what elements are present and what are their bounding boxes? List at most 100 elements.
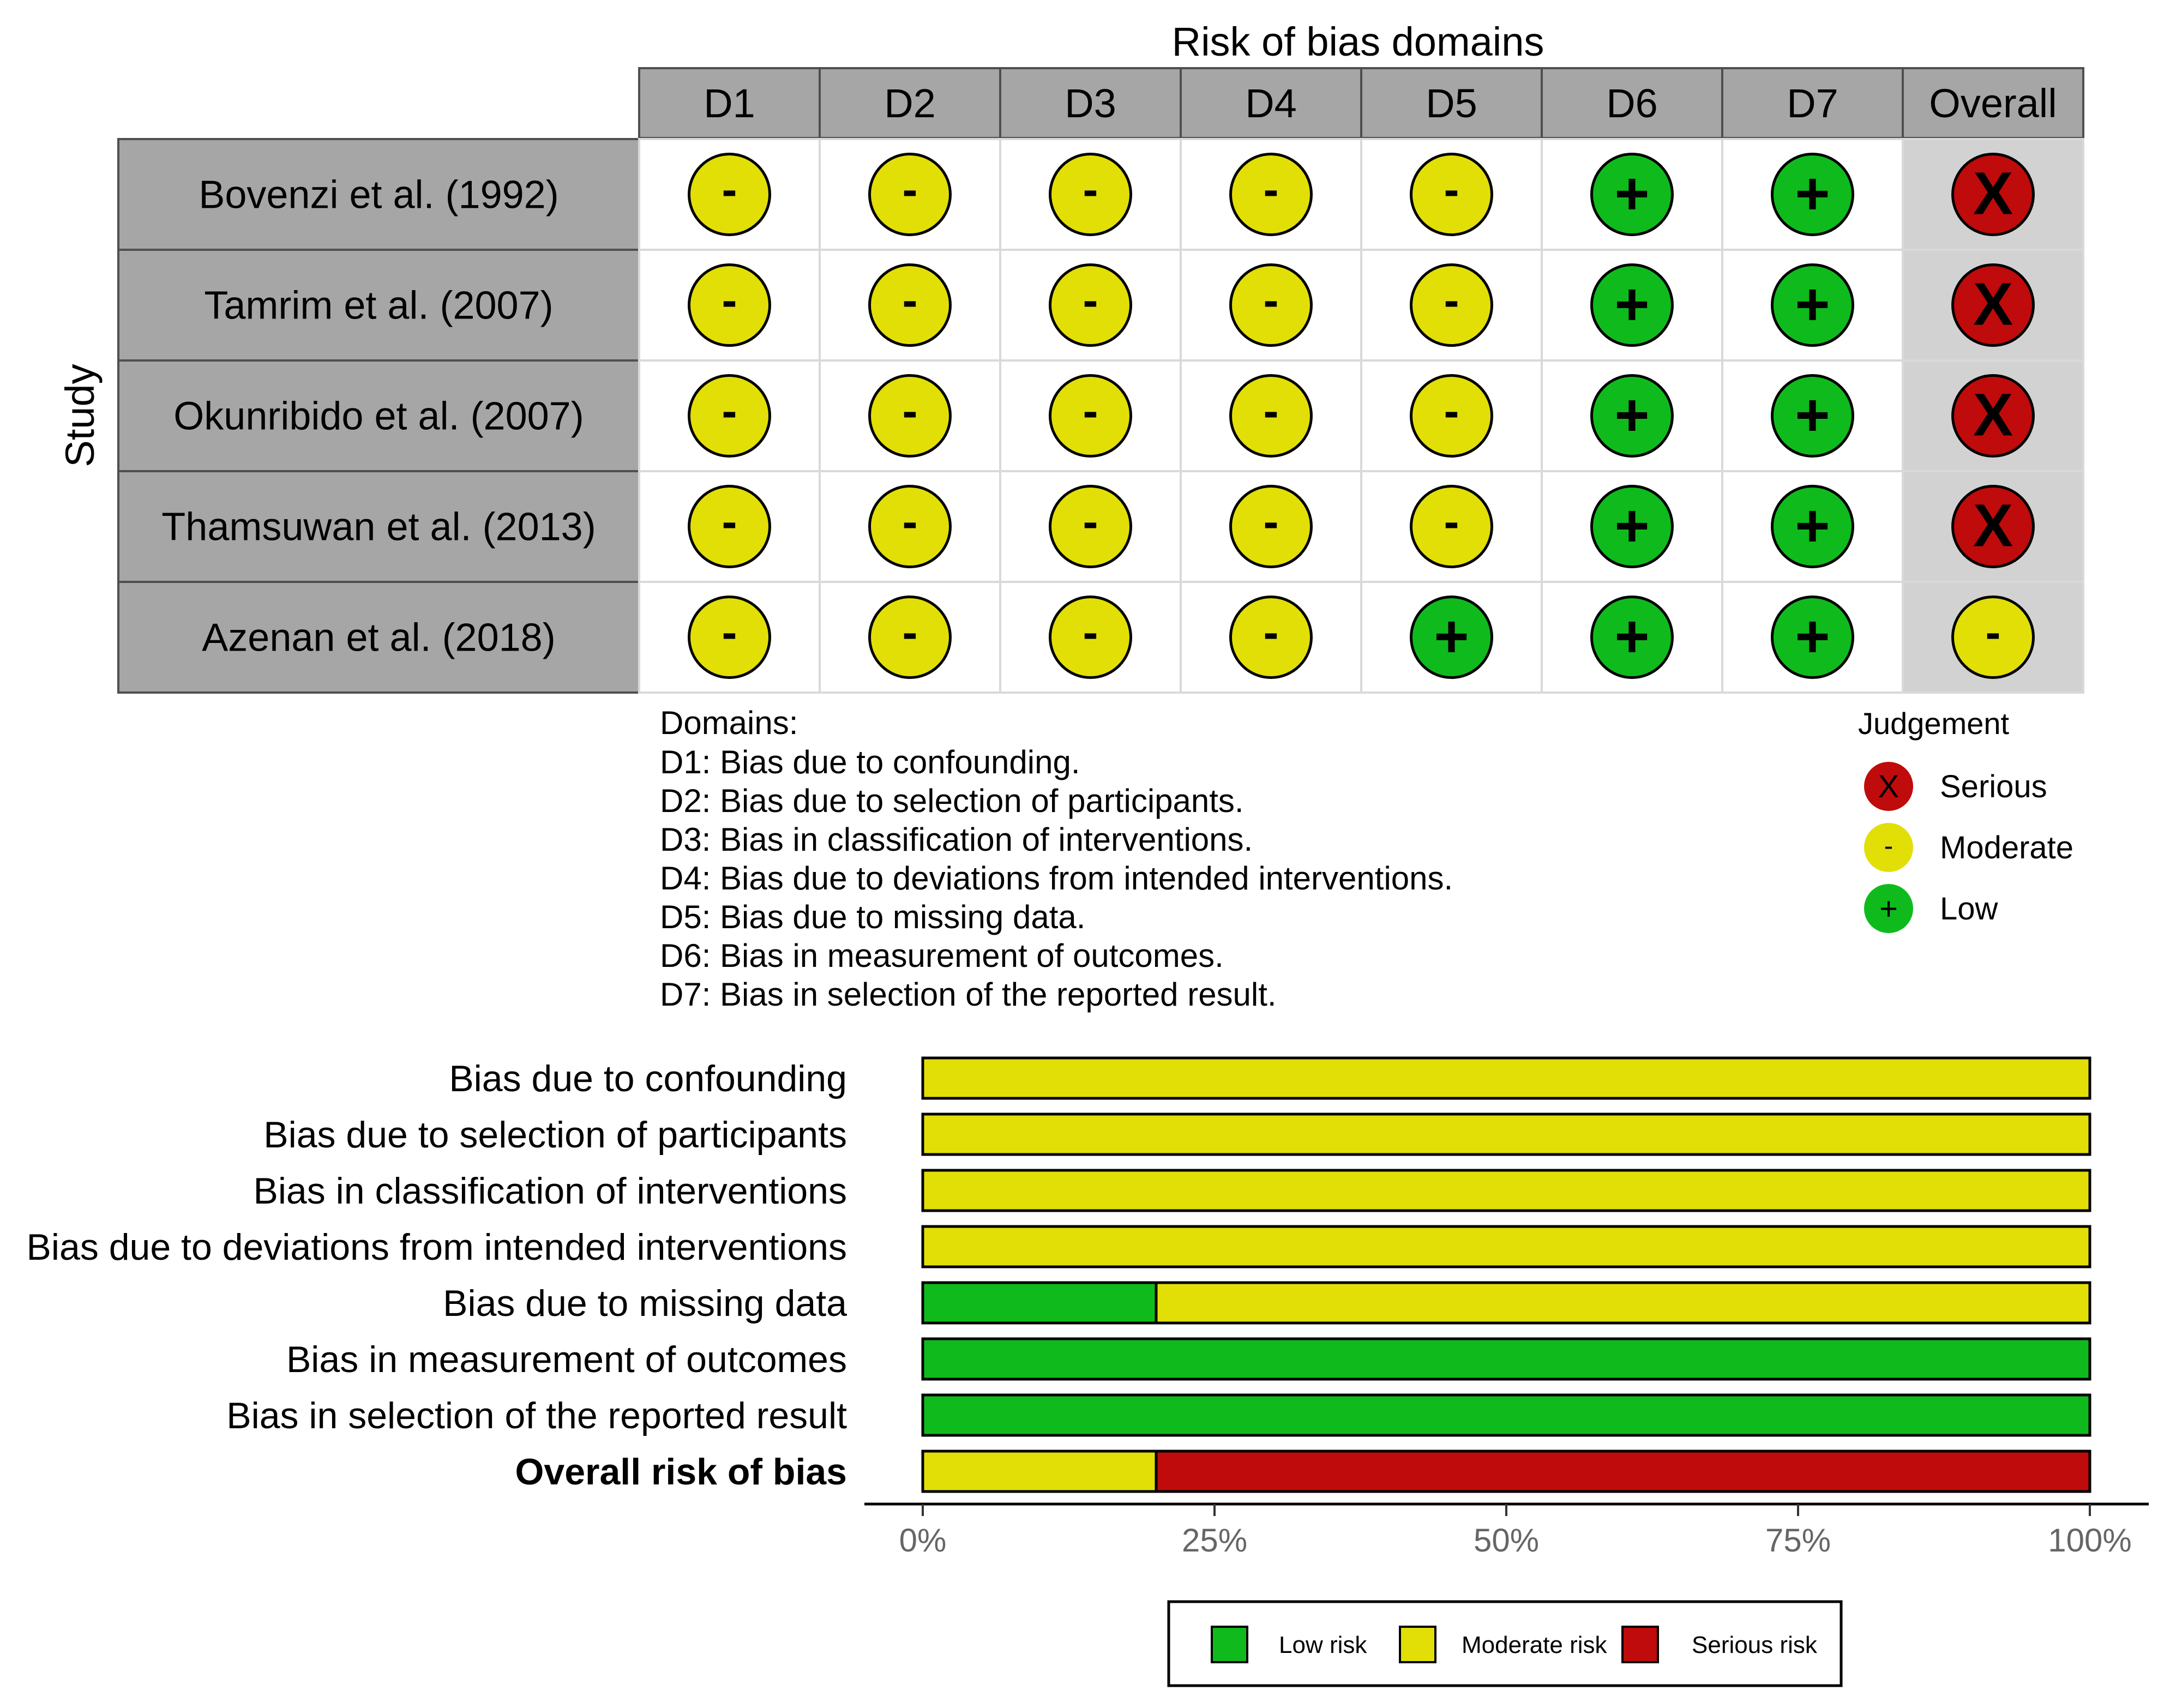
judgement-moderate-marker <box>688 374 771 458</box>
judgement-moderate-marker <box>1410 485 1493 568</box>
judgement-symbol: - <box>1083 275 1098 326</box>
judgement-low-marker <box>1771 596 1854 679</box>
judgement-symbol: - <box>1444 164 1459 215</box>
legend-serious-marker <box>1864 762 1913 811</box>
x-tick-label: 100% <box>2048 1522 2131 1559</box>
judgement-symbol: X <box>1973 382 2013 449</box>
domain-header-cell <box>1902 67 2084 139</box>
judgement-cells: - - - - - + + X - - - - - + + X - - - - - + + X - - - - - + + X - - - - + + + - <box>638 138 2084 694</box>
x-tick-label: 75% <box>1765 1522 1831 1559</box>
domain-header-label: D4 <box>1245 81 1297 126</box>
domain-description: D5: Bias due to missing data. <box>660 899 1085 935</box>
legend-label: Low <box>1940 891 1999 927</box>
judgement-moderate-marker <box>1049 263 1132 347</box>
judgement-moderate-marker <box>1049 374 1132 458</box>
judgement-symbol: + <box>1795 271 1830 338</box>
domain-description: D4: Bias due to deviations from intended… <box>660 860 1453 897</box>
judgement-moderate-marker <box>868 374 952 458</box>
judgement-moderate-marker <box>688 596 771 679</box>
domain-description: D6: Bias in measurement of outcomes. <box>660 937 1224 974</box>
judgement-moderate-marker <box>868 153 952 236</box>
judgement-low-marker <box>1771 485 1854 568</box>
judgement-symbol: - <box>1083 607 1098 658</box>
traffic-light-title: Risk of bias domains <box>1172 19 1544 64</box>
bar-category-label: Bias in classification of interventions <box>253 1170 847 1212</box>
bar-low-segment <box>921 1281 1158 1325</box>
judgement-moderate-marker <box>1410 263 1493 347</box>
judgement-symbol: X <box>1973 160 2013 227</box>
summary-bar-chart: Bias due to confounding Bias due to selec… <box>27 1056 2149 1687</box>
study-cell <box>117 470 640 583</box>
judgement-symbol: - <box>903 386 918 437</box>
domain-headers: D1 D2 D3 D4 D5 D6 D7 Overall <box>638 67 2084 139</box>
risk-legend-serious-swatch <box>1621 1626 1659 1663</box>
domain-header-label: D2 <box>884 81 936 126</box>
judgement-low-marker <box>1590 263 1674 347</box>
judgement-symbol: - <box>722 386 737 437</box>
bar-category-label: Bias in selection of the reported result <box>226 1395 847 1436</box>
bar-low-segment <box>921 1337 2091 1381</box>
judgement-moderate-marker <box>1229 153 1313 236</box>
risk-legend-moderate-swatch <box>1399 1626 1436 1663</box>
judgement-symbol: - <box>1264 275 1279 326</box>
judgement-legend: Judgement X Serious - Moderate + Low <box>1858 706 2073 933</box>
judgement-symbol: + <box>1614 382 1649 449</box>
domain-description: D2: Bias due to selection of participant… <box>660 783 1244 819</box>
judgement-symbol: + <box>1795 160 1830 227</box>
risk-legend-box <box>1167 1600 1843 1687</box>
judgement-symbol: - <box>1264 386 1279 437</box>
risk-legend-label: Serious risk <box>1692 1632 1818 1658</box>
judgement-symbol: - <box>1444 496 1459 548</box>
judgement-symbol: - <box>1083 496 1098 548</box>
bar-moderate-segment <box>921 1169 2091 1212</box>
judgement-symbol: - <box>722 607 737 658</box>
domain-header-cell <box>819 67 1001 139</box>
domain-header-label: D5 <box>1426 81 1477 126</box>
legend-low-marker <box>1864 884 1913 933</box>
judgement-low-marker <box>1410 596 1493 679</box>
judgement-symbol: X <box>1973 492 2013 560</box>
domains-key: Domains: D1: Bias due to confounding.D2:… <box>660 705 1453 1013</box>
judgement-moderate-marker <box>868 263 952 347</box>
legend-label: Serious <box>1940 769 2047 804</box>
bar-category-labels: Bias due to confounding Bias due to selec… <box>27 1058 847 1493</box>
domain-header-label: D7 <box>1787 81 1838 126</box>
study-label: Bovenzi et al. (1992) <box>199 173 558 217</box>
judgement-low-marker <box>1771 374 1854 458</box>
bar-category-label: Bias due to selection of participants <box>263 1114 847 1156</box>
judgement-symbol: - <box>1083 164 1098 215</box>
judgement-symbol: + <box>1795 492 1830 560</box>
bar-moderate-segment <box>921 1056 2091 1100</box>
domain-header-cell <box>1541 67 1723 139</box>
judgement-moderate-marker <box>1049 153 1132 236</box>
judgement-moderate-marker <box>1229 263 1313 347</box>
judgement-low-marker <box>1590 153 1674 236</box>
judgement-moderate-marker <box>1229 374 1313 458</box>
judgement-symbol: - <box>722 275 737 326</box>
judgement-moderate-marker <box>1410 153 1493 236</box>
bar-category-label: Bias in measurement of outcomes <box>286 1339 847 1380</box>
legend-symbol: - <box>1884 831 1894 861</box>
judgement-moderate-marker <box>688 485 771 568</box>
bar-category-label: Bias due to deviations from intended int… <box>27 1226 847 1268</box>
bar-moderate-segment <box>921 1112 2091 1156</box>
legend-symbol: X <box>1878 769 1899 804</box>
x-tick-label: 50% <box>1474 1522 1539 1559</box>
bar-category-label: Overall risk of bias <box>515 1451 847 1493</box>
judgement-symbol: - <box>722 164 737 215</box>
judgement-symbol: - <box>1986 607 2001 658</box>
domain-description: D3: Bias in classification of interventi… <box>660 821 1253 858</box>
domain-header-cell <box>999 67 1182 139</box>
judgement-symbol: - <box>1444 275 1459 326</box>
judgement-symbol: - <box>1444 386 1459 437</box>
judgement-symbol: - <box>1264 607 1279 658</box>
bar-category-label: Bias due to missing data <box>443 1283 847 1324</box>
risk-legend: Low risk Moderate risk Serious risk <box>1167 1600 1843 1687</box>
x-tick-label: 25% <box>1182 1522 1247 1559</box>
study-label: Azenan et al. (2018) <box>202 616 555 660</box>
x-axis-ticks: 0% 25% 50% 75% 100% <box>899 1504 2132 1559</box>
bar-moderate-segment <box>1155 1281 2091 1325</box>
judgement-symbol: - <box>1083 386 1098 437</box>
legend-label: Moderate <box>1940 830 2073 865</box>
risk-legend-low-swatch <box>1211 1626 1248 1663</box>
